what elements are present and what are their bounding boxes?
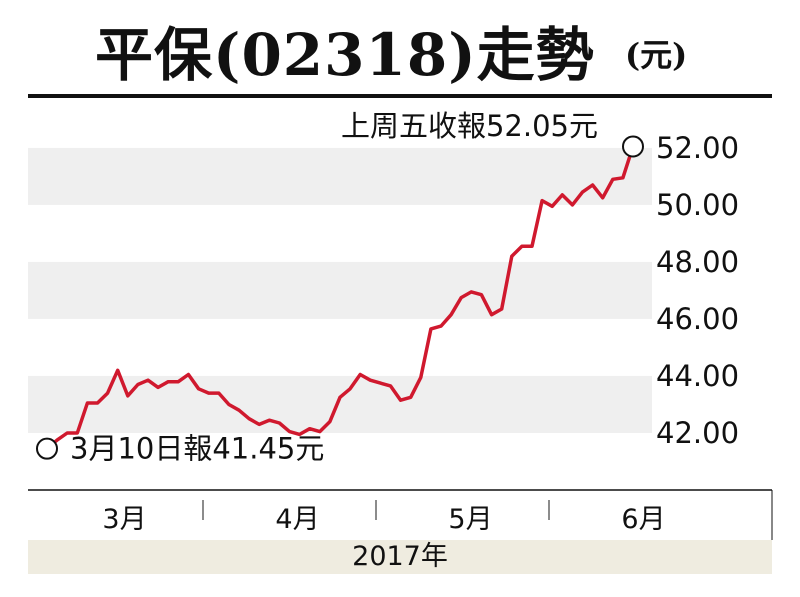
y-tick-label: 50.00 <box>656 188 739 222</box>
x-tick-label: 4月 <box>275 504 319 535</box>
price-line <box>45 144 635 451</box>
x-tick-label: 5月 <box>448 504 492 535</box>
x-tick-label: 6月 <box>621 504 665 535</box>
year-band <box>28 540 772 574</box>
y-tick-label: 42.00 <box>656 416 739 450</box>
y-tick-label: 52.00 <box>656 131 739 165</box>
year-label: 2017年 <box>352 541 448 572</box>
y-tick-label: 46.00 <box>656 302 739 336</box>
start-annotation: 3月10日報41.45元 <box>70 432 324 466</box>
end-annotation: 上周五收報52.05元 <box>341 109 598 143</box>
start-marker <box>36 437 58 460</box>
y-tick-label: 48.00 <box>656 245 739 279</box>
end-marker <box>622 135 644 158</box>
y-tick-label: 44.00 <box>656 359 739 393</box>
grid-band <box>28 147 652 205</box>
chart-title: 平保(02318)走勢 <box>95 21 595 89</box>
x-tick-label: 3月 <box>102 504 146 535</box>
grid-band <box>28 261 652 319</box>
grid-band <box>28 375 652 433</box>
unit-label: (元) <box>625 36 688 74</box>
title-rule <box>28 94 772 98</box>
